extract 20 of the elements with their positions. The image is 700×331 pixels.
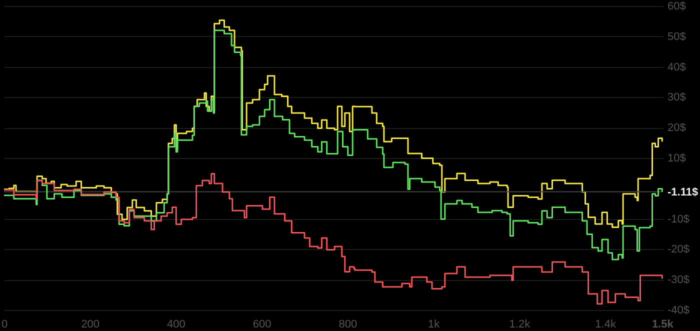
y-tick-label: -40$: [668, 304, 690, 316]
y-tick-label: 10$: [668, 152, 686, 164]
y-tick-label: -10$: [668, 213, 690, 226]
x-tick-label: 600: [252, 318, 272, 330]
y-tick-label: -20$: [668, 244, 690, 256]
x-tick-label: 1k: [428, 318, 440, 330]
y-tick-label: 50$: [668, 30, 686, 43]
y-tick-label: 20$: [668, 122, 686, 134]
x-tick-label: 1.2k: [509, 318, 531, 330]
y-tick-label: 40$: [668, 61, 686, 74]
x-tick-label: 0: [1, 318, 8, 330]
x-tick-label: 800: [338, 318, 358, 330]
x-tick-label: 400: [167, 318, 186, 330]
x-tick-label: 1.4k: [595, 318, 616, 330]
x-tick-label: 1.5k: [652, 318, 674, 330]
y-tick-label: 30$: [668, 92, 686, 104]
y-tick-label: -1.11$: [668, 186, 698, 198]
y-tick-label: -30$: [668, 274, 690, 286]
y-tick-label: 60$: [668, 0, 686, 12]
x-tick-label: 200: [81, 318, 100, 330]
